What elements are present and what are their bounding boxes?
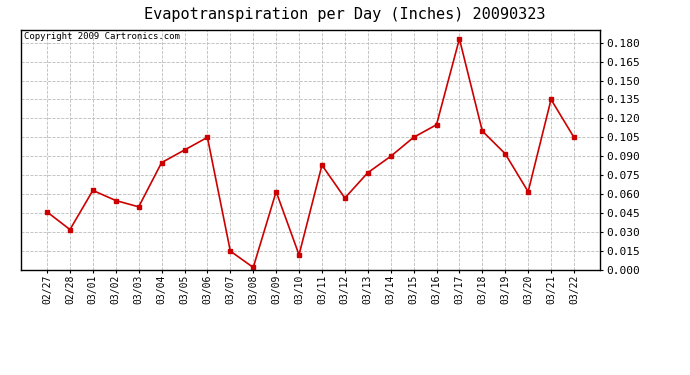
Text: Copyright 2009 Cartronics.com: Copyright 2009 Cartronics.com (23, 32, 179, 41)
Text: Evapotranspiration per Day (Inches) 20090323: Evapotranspiration per Day (Inches) 2009… (144, 8, 546, 22)
